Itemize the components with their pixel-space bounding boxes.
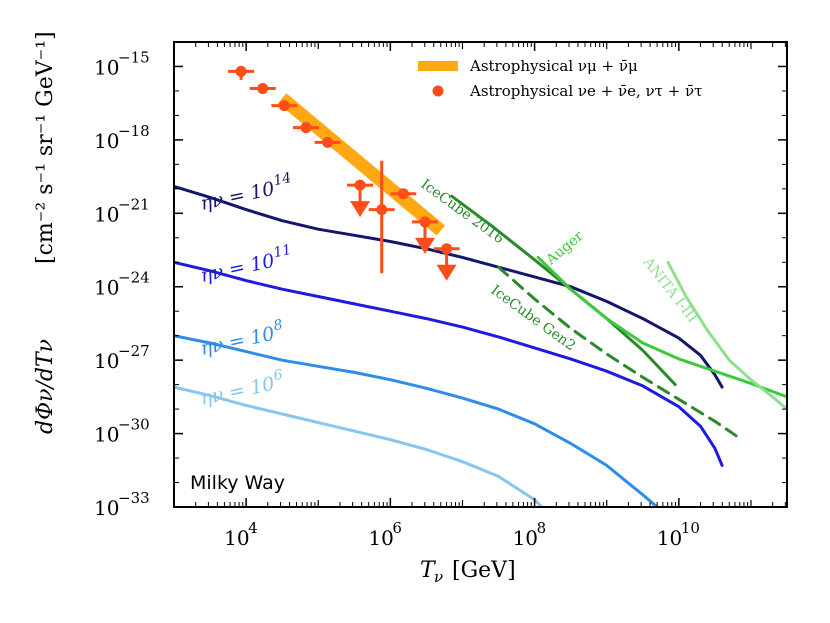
curve-label-text: IceCube Gen2 <box>488 282 579 354</box>
x-tick-base: 10 <box>513 526 538 550</box>
upper-limit <box>411 216 438 254</box>
data-point <box>228 65 255 80</box>
x-tick-base: 10 <box>368 526 393 550</box>
point-marker <box>278 100 290 112</box>
data-point <box>292 122 319 134</box>
series-line-2 <box>174 334 659 507</box>
point-marker <box>257 83 269 94</box>
plot-frame <box>173 41 788 508</box>
curves <box>174 184 787 507</box>
point-marker <box>354 179 366 191</box>
y-tick-label: 10−21 <box>94 195 150 226</box>
y-tick-label: 10−18 <box>94 122 150 153</box>
y-axis-derivative: dΦν/dTν <box>33 339 58 434</box>
axis-ticks: 104 106 108 101010−1510−1810−2110−2410−2710… <box>94 41 787 550</box>
curve-label-exp: 6 <box>272 367 284 385</box>
data-point <box>249 83 276 94</box>
x-tick-label: 108 <box>513 519 547 550</box>
series-line-3 <box>174 385 544 507</box>
x-axis-title: T ν [GeV] <box>420 558 516 586</box>
curve-label-text: ην = 10 <box>198 250 276 287</box>
point-marker <box>419 216 431 228</box>
y-tick-base: 10 <box>94 349 119 373</box>
curve-label-4: IceCube 2016 <box>418 176 507 247</box>
data-point <box>314 136 341 148</box>
legend-band-label: Astrophysical νμ + ν̄μ <box>469 57 638 75</box>
y-tick-base: 10 <box>94 129 119 153</box>
y-tick-base: 10 <box>94 496 119 520</box>
curve-label-exp: 8 <box>272 317 284 335</box>
y-tick-exp: −18 <box>118 122 150 140</box>
x-tick-base: 10 <box>224 526 249 550</box>
point-marker <box>322 136 334 148</box>
y-tick-base: 10 <box>94 276 119 300</box>
series-line-0 <box>174 184 724 389</box>
y-tick-exp: −24 <box>118 269 150 287</box>
y-tick-label: 10−30 <box>94 416 150 447</box>
astrophysical-band <box>278 93 445 236</box>
upper-limit <box>433 243 460 281</box>
x-tick-label: 104 <box>224 519 258 550</box>
curve-label-text: Auger <box>543 228 587 269</box>
data-point <box>271 100 298 112</box>
point-marker <box>235 65 247 77</box>
x-tick-exp: 6 <box>392 519 402 537</box>
y-axis-unit: [cm⁻² s⁻¹ sr⁻¹ GeV⁻¹] <box>33 31 58 264</box>
y-tick-exp: −15 <box>118 48 150 66</box>
x-tick-exp: 8 <box>537 519 547 537</box>
point-marker <box>376 204 388 216</box>
series-line-6 <box>536 255 787 399</box>
curve-label-exp: 14 <box>272 170 293 189</box>
astrophysical-numu-band <box>278 93 445 236</box>
limit-arrow <box>350 201 371 218</box>
x-tick-exp: 10 <box>681 519 700 537</box>
x-axis-symbol: T <box>420 558 437 583</box>
curve-label-5: IceCube Gen2 <box>488 282 579 354</box>
curve-label-6: Auger <box>543 228 587 269</box>
series-line-1 <box>174 260 724 467</box>
y-tick-label: 10−27 <box>94 342 150 373</box>
x-axis-symbol-sub: ν <box>434 568 443 586</box>
data-point <box>368 160 395 274</box>
x-axis-unit: [GeV] <box>452 558 516 583</box>
curve-label-exp: 11 <box>272 242 293 261</box>
legend: Astrophysical νμ + ν̄μ Astrophysical νe … <box>418 57 702 100</box>
x-tick-base: 10 <box>657 526 682 550</box>
curve-label-text: ην = 10 <box>198 178 276 215</box>
limit-arrow <box>436 264 457 281</box>
point-marker <box>300 122 312 134</box>
y-tick-base: 10 <box>94 423 119 447</box>
y-tick-base: 10 <box>94 202 119 226</box>
point-marker <box>441 243 453 255</box>
curve-label-text: ην = 10 <box>198 323 276 360</box>
y-axis-title: dΦν/dTν [cm⁻² s⁻¹ sr⁻¹ GeV⁻¹] <box>33 31 58 434</box>
region-label: Milky Way <box>190 472 285 494</box>
series-line-7 <box>666 260 787 411</box>
data-point <box>390 188 417 200</box>
curve-label-text: IceCube 2016 <box>418 176 507 247</box>
x-tick-label: 106 <box>368 519 402 550</box>
series-line-5 <box>497 265 742 440</box>
y-tick-exp: −21 <box>118 195 150 213</box>
upper-limit <box>347 179 374 218</box>
y-tick-exp: −27 <box>118 342 150 360</box>
data-points <box>228 65 460 281</box>
y-tick-label: 10−33 <box>94 489 150 520</box>
legend-point-label: Astrophysical νe + ν̄e, ντ + ν̄τ <box>469 82 702 100</box>
curve-label-2: ην = 108 <box>198 317 284 360</box>
y-tick-exp: −33 <box>118 489 150 507</box>
y-tick-exp: −30 <box>118 416 150 434</box>
x-tick-exp: 4 <box>248 519 258 537</box>
y-tick-base: 10 <box>94 55 119 79</box>
y-tick-label: 10−15 <box>94 48 150 79</box>
limit-arrow <box>414 237 435 254</box>
y-tick-label: 10−24 <box>94 269 150 300</box>
legend-point-swatch <box>432 85 444 97</box>
point-marker <box>397 188 409 200</box>
